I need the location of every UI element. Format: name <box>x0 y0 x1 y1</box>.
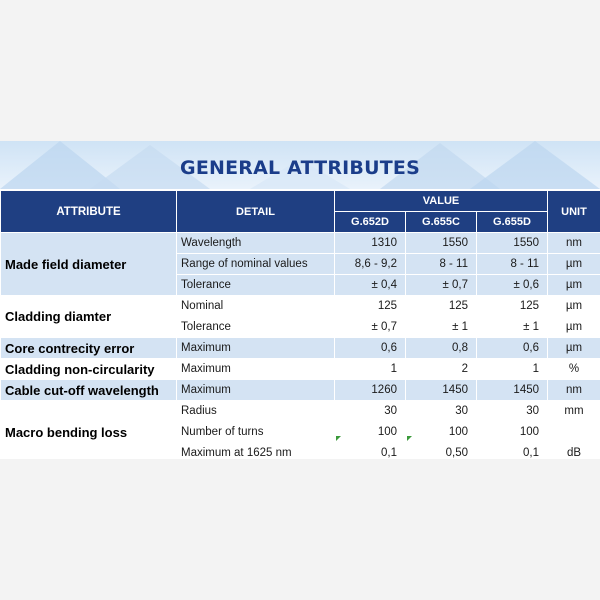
table-row: Cladding diamter Nominal 125 125 125 µm <box>0 295 600 338</box>
detail-cell: Maximum at 1625 nm <box>176 442 335 459</box>
header-col-g655c: G.655C <box>405 211 477 233</box>
value-cell: 30 <box>475 400 549 422</box>
unit-cell <box>547 421 600 443</box>
detail-cell: Nominal <box>176 295 335 317</box>
value-cell: 0,6 <box>334 337 406 359</box>
attribute-label: Cladding diamter <box>0 295 177 338</box>
table-row: Tolerance ± 0,4 ± 0,7 ± 0,6 µm <box>1 274 600 296</box>
unit-cell: µm <box>547 295 600 317</box>
title-banner: GENERAL ATTRIBUTES <box>0 141 600 189</box>
value-cell: ± 0,6 <box>475 274 549 296</box>
value-cell: 1550 <box>405 232 477 254</box>
detail-cell: Tolerance <box>176 274 335 296</box>
banner-pattern <box>0 141 600 189</box>
value-cell: ± 1 <box>475 316 549 338</box>
table-row: Cable cut-off wavelength Maximum 1260 14… <box>0 379 600 401</box>
value-cell: 1 <box>334 358 406 380</box>
value-cell: 1 <box>475 358 549 380</box>
cell-error-marker <box>336 436 341 441</box>
value-cell: 100 <box>334 421 406 443</box>
detail-cell: Maximum <box>176 358 335 380</box>
value-cell: 30 <box>334 400 406 422</box>
value-cell: ± 0,4 <box>334 274 406 296</box>
value-cell: 1310 <box>334 232 406 254</box>
value-cell: 100 <box>405 421 477 443</box>
unit-cell: µm <box>547 316 600 338</box>
page-title: GENERAL ATTRIBUTES <box>180 157 420 179</box>
attributes-card: GENERAL ATTRIBUTES ATTRIBUTE DETAIL VALU… <box>0 141 600 459</box>
table-row: Core contrecity error Maximum 0,6 0,8 0,… <box>0 337 600 359</box>
value-cell: 1260 <box>334 379 406 401</box>
attribute-label: Core contrecity error <box>0 337 177 359</box>
attribute-label: Cable cut-off wavelength <box>0 379 177 401</box>
value-cell: 0,1 <box>475 442 549 459</box>
table-row: Range of nominal values 8,6 - 9,2 8 - 11… <box>1 253 600 275</box>
header-value: VALUE <box>333 190 549 212</box>
table-row: Maximum at 1625 nm 0,1 0,50 0,1 dB <box>1 442 600 459</box>
value-cell: 8,6 - 9,2 <box>334 253 406 275</box>
table-row: Made field diameter Wavelength 1310 1550… <box>0 232 600 296</box>
value-cell: 2 <box>405 358 477 380</box>
value-cell: 8 - 11 <box>405 253 477 275</box>
attribute-label: Cladding non-circularity <box>0 358 177 380</box>
value-cell: 0,50 <box>405 442 477 459</box>
attribute-label: Made field diameter <box>0 232 177 296</box>
unit-cell: nm <box>547 379 600 401</box>
value-cell: 0,6 <box>475 337 549 359</box>
header-col-g655d: G.655D <box>475 211 549 233</box>
detail-cell: Maximum <box>176 379 335 401</box>
header-attribute: ATTRIBUTE <box>0 190 177 233</box>
value-cell: 30 <box>405 400 477 422</box>
header-detail: DETAIL <box>176 190 335 233</box>
cell-error-marker <box>407 436 412 441</box>
table-row: Number of turns 100 100 100 <box>1 421 600 443</box>
value-cell: ± 1 <box>405 316 477 338</box>
detail-cell: Radius <box>176 400 335 422</box>
value-cell: 125 <box>405 295 477 317</box>
unit-cell: mm <box>547 400 600 422</box>
value-cell: ± 0,7 <box>405 274 477 296</box>
unit-cell: µm <box>547 253 600 275</box>
value-cell: 1550 <box>475 232 549 254</box>
unit-cell: µm <box>547 274 600 296</box>
unit-cell: dB <box>547 442 600 459</box>
value-cell: 100 <box>475 421 549 443</box>
value-cell: 125 <box>334 295 406 317</box>
table-row: Macro bending loss Radius 30 30 30 mm <box>0 400 600 459</box>
value-cell: 125 <box>475 295 549 317</box>
value-cell: 1450 <box>405 379 477 401</box>
detail-cell: Tolerance <box>176 316 335 338</box>
attribute-label: Macro bending loss <box>0 400 177 459</box>
detail-cell: Wavelength <box>176 232 335 254</box>
attributes-table: ATTRIBUTE DETAIL VALUE UNIT G.652D G.655… <box>0 190 600 459</box>
detail-cell: Number of turns <box>176 421 335 443</box>
table-row: Cladding non-circularity Maximum 1 2 1 % <box>0 358 600 380</box>
unit-cell: µm <box>547 337 600 359</box>
unit-cell: % <box>547 358 600 380</box>
value-cell: ± 0,7 <box>334 316 406 338</box>
value-cell: 0,8 <box>405 337 477 359</box>
value-cell: 8 - 11 <box>475 253 549 275</box>
detail-cell: Range of nominal values <box>176 253 335 275</box>
value-cell: 1450 <box>475 379 549 401</box>
value-cell: 0,1 <box>334 442 406 459</box>
unit-cell: nm <box>547 232 600 254</box>
detail-cell: Maximum <box>176 337 335 359</box>
header-unit: UNIT <box>547 190 600 233</box>
header-col-g652d: G.652D <box>334 211 406 233</box>
